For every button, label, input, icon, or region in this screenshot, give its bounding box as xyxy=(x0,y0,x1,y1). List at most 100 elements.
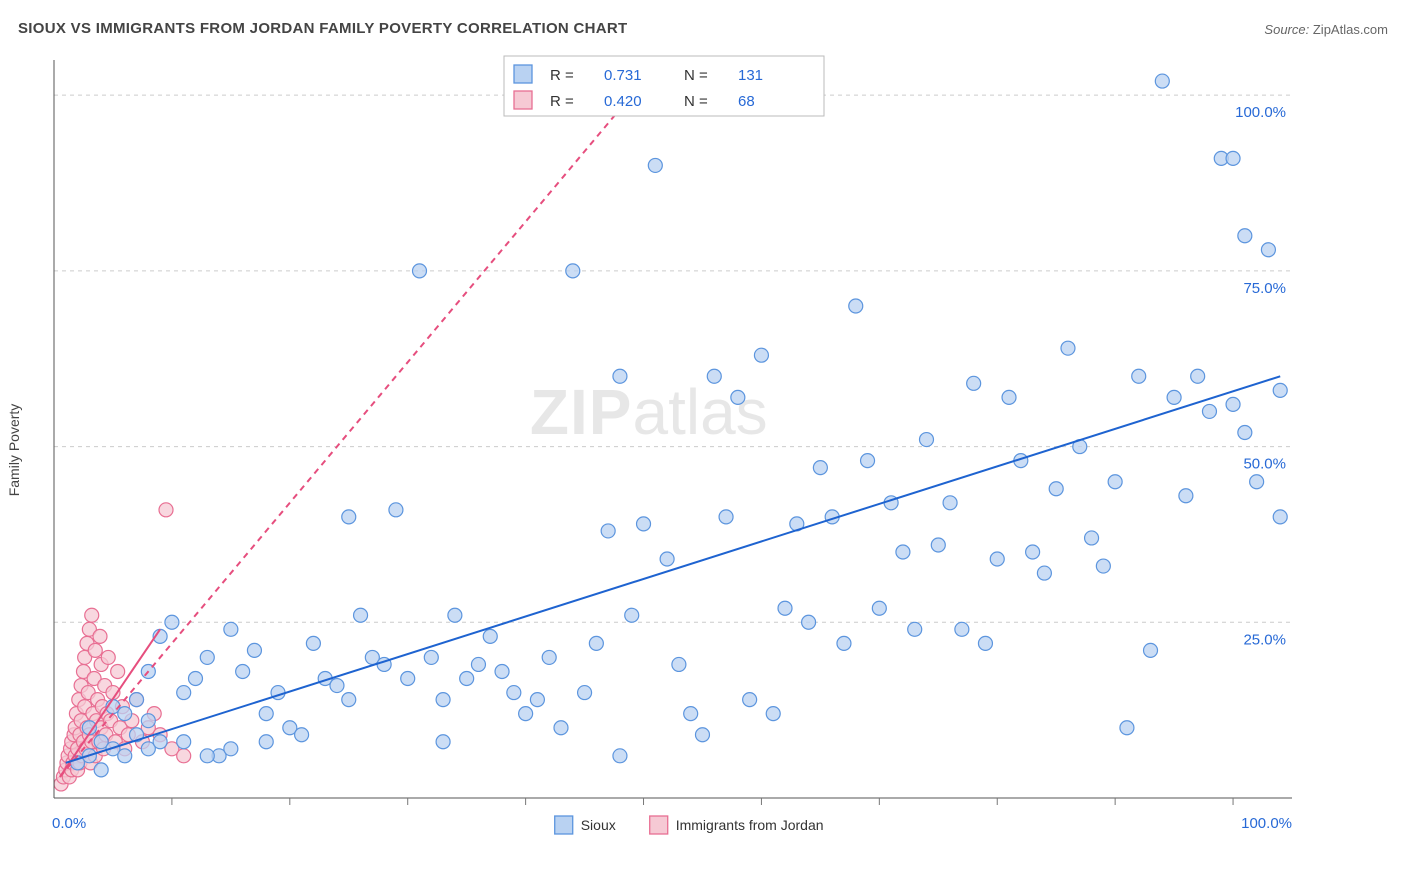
legend-r-value: 0.420 xyxy=(604,93,642,110)
data-point xyxy=(88,643,102,657)
data-point xyxy=(731,390,745,404)
data-point xyxy=(554,721,568,735)
data-point xyxy=(1238,229,1252,243)
data-point xyxy=(743,693,757,707)
legend-r-value: 0.731 xyxy=(604,67,642,84)
legend-n-value: 131 xyxy=(738,67,763,84)
data-point xyxy=(1261,243,1275,257)
data-point xyxy=(802,615,816,629)
y-tick-label: 100.0% xyxy=(1235,104,1286,121)
y-tick-label: 50.0% xyxy=(1243,456,1286,473)
data-point xyxy=(159,503,173,517)
legend-n-value: 68 xyxy=(738,93,755,110)
legend-swatch xyxy=(514,65,532,83)
data-point xyxy=(813,461,827,475)
data-point xyxy=(1085,531,1099,545)
data-point xyxy=(967,376,981,390)
legend-label: Immigrants from Jordan xyxy=(676,817,824,833)
data-point xyxy=(849,299,863,313)
data-point xyxy=(589,636,603,650)
y-tick-label: 25.0% xyxy=(1243,631,1286,648)
data-point xyxy=(1202,404,1216,418)
data-point xyxy=(413,264,427,278)
source-value: ZipAtlas.com xyxy=(1313,22,1388,37)
data-point xyxy=(259,707,273,721)
data-point xyxy=(1037,566,1051,580)
data-point xyxy=(389,503,403,517)
data-point xyxy=(566,264,580,278)
data-point xyxy=(648,158,662,172)
data-point xyxy=(401,672,415,686)
data-point xyxy=(1191,369,1205,383)
data-point xyxy=(436,693,450,707)
data-point xyxy=(530,693,544,707)
data-point xyxy=(141,714,155,728)
data-point xyxy=(695,728,709,742)
data-point xyxy=(1273,383,1287,397)
data-point xyxy=(542,650,556,664)
data-point xyxy=(978,636,992,650)
data-point xyxy=(990,552,1004,566)
data-point xyxy=(1226,151,1240,165)
data-point xyxy=(118,749,132,763)
data-point xyxy=(613,369,627,383)
data-point xyxy=(1108,475,1122,489)
data-point xyxy=(177,686,191,700)
data-point xyxy=(778,601,792,615)
data-point xyxy=(1096,559,1110,573)
data-point xyxy=(625,608,639,622)
data-point xyxy=(177,735,191,749)
data-point xyxy=(1120,721,1134,735)
data-point xyxy=(613,749,627,763)
data-point xyxy=(919,433,933,447)
data-point xyxy=(1155,74,1169,88)
data-point xyxy=(766,707,780,721)
data-point xyxy=(519,707,533,721)
data-point xyxy=(471,657,485,671)
data-point xyxy=(130,693,144,707)
data-point xyxy=(872,601,886,615)
data-point xyxy=(1238,426,1252,440)
data-point xyxy=(188,672,202,686)
data-point xyxy=(707,369,721,383)
data-point xyxy=(93,629,107,643)
series-legend: SiouxImmigrants from Jordan xyxy=(555,816,824,834)
data-point xyxy=(908,622,922,636)
data-point xyxy=(295,728,309,742)
data-point xyxy=(483,629,497,643)
data-point xyxy=(684,707,698,721)
data-point xyxy=(448,608,462,622)
data-point xyxy=(460,672,474,686)
data-point xyxy=(342,510,356,524)
data-point xyxy=(943,496,957,510)
data-point xyxy=(601,524,615,538)
data-point xyxy=(1167,390,1181,404)
watermark: ZIPatlas xyxy=(530,376,768,448)
data-point xyxy=(1250,475,1264,489)
data-point xyxy=(1049,482,1063,496)
data-point xyxy=(153,735,167,749)
data-point xyxy=(1002,390,1016,404)
legend-r-label: R = xyxy=(550,67,574,84)
chart-title: SIOUX VS IMMIGRANTS FROM JORDAN FAMILY P… xyxy=(18,20,628,37)
data-point xyxy=(955,622,969,636)
data-point xyxy=(200,749,214,763)
data-point xyxy=(861,454,875,468)
data-point xyxy=(896,545,910,559)
data-point xyxy=(424,650,438,664)
data-point xyxy=(1144,643,1158,657)
data-point xyxy=(85,608,99,622)
legend-swatch xyxy=(555,816,573,834)
data-point xyxy=(1061,341,1075,355)
data-point xyxy=(1273,510,1287,524)
data-point xyxy=(1132,369,1146,383)
data-point xyxy=(101,650,115,664)
y-tick-label: 75.0% xyxy=(1243,280,1286,297)
data-point xyxy=(259,735,273,749)
data-point xyxy=(236,664,250,678)
data-point xyxy=(578,686,592,700)
data-point xyxy=(177,749,191,763)
data-point xyxy=(306,636,320,650)
data-point xyxy=(94,763,108,777)
data-point xyxy=(507,686,521,700)
